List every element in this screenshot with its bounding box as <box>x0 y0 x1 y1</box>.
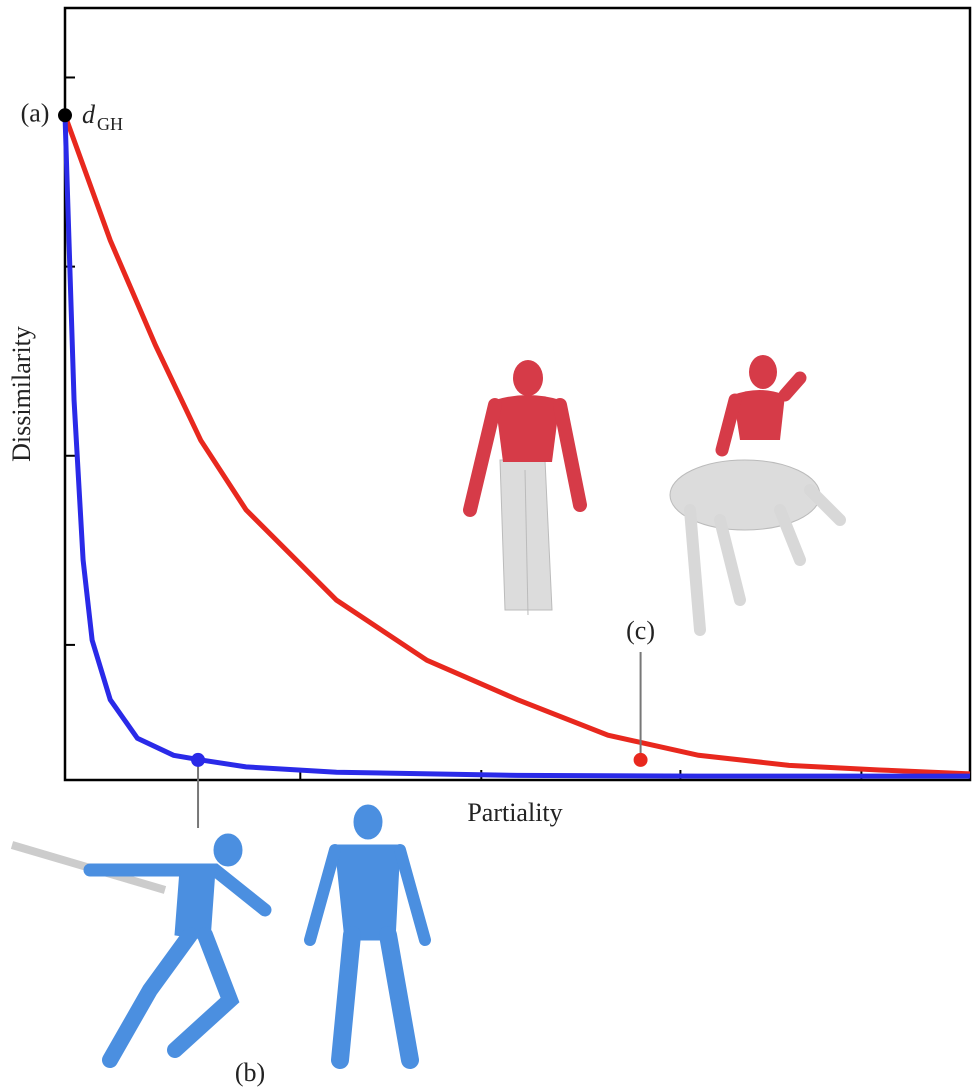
series-line <box>62 114 971 777</box>
point-marker <box>58 108 72 123</box>
figure-human-partial <box>463 360 587 616</box>
marker-label: (c) <box>626 616 655 645</box>
series-line <box>62 115 970 779</box>
y-axis-label: Dissimilarity <box>7 326 36 462</box>
annotation-subscript: GH <box>97 114 123 134</box>
annotation: d <box>82 100 96 129</box>
figure-human-blue <box>10 804 431 1069</box>
marker-label: (b) <box>235 1058 265 1087</box>
x-axis-label: Partiality <box>467 798 562 827</box>
point-marker <box>633 752 648 767</box>
marker-label: (a) <box>21 98 50 127</box>
point-marker <box>191 752 206 767</box>
figure-centaur <box>669 355 846 636</box>
plot-frame <box>63 6 972 782</box>
